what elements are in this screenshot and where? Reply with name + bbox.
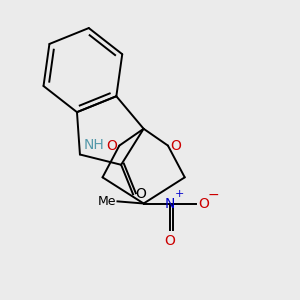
Text: NH: NH [83, 138, 104, 152]
Text: Me: Me [98, 195, 116, 208]
Text: O: O [199, 196, 209, 211]
Text: O: O [106, 139, 117, 153]
Text: O: O [136, 187, 146, 201]
Text: −: − [208, 188, 220, 202]
Text: +: + [174, 189, 184, 199]
Text: N: N [165, 196, 175, 211]
Text: O: O [164, 234, 175, 248]
Text: O: O [170, 139, 181, 153]
